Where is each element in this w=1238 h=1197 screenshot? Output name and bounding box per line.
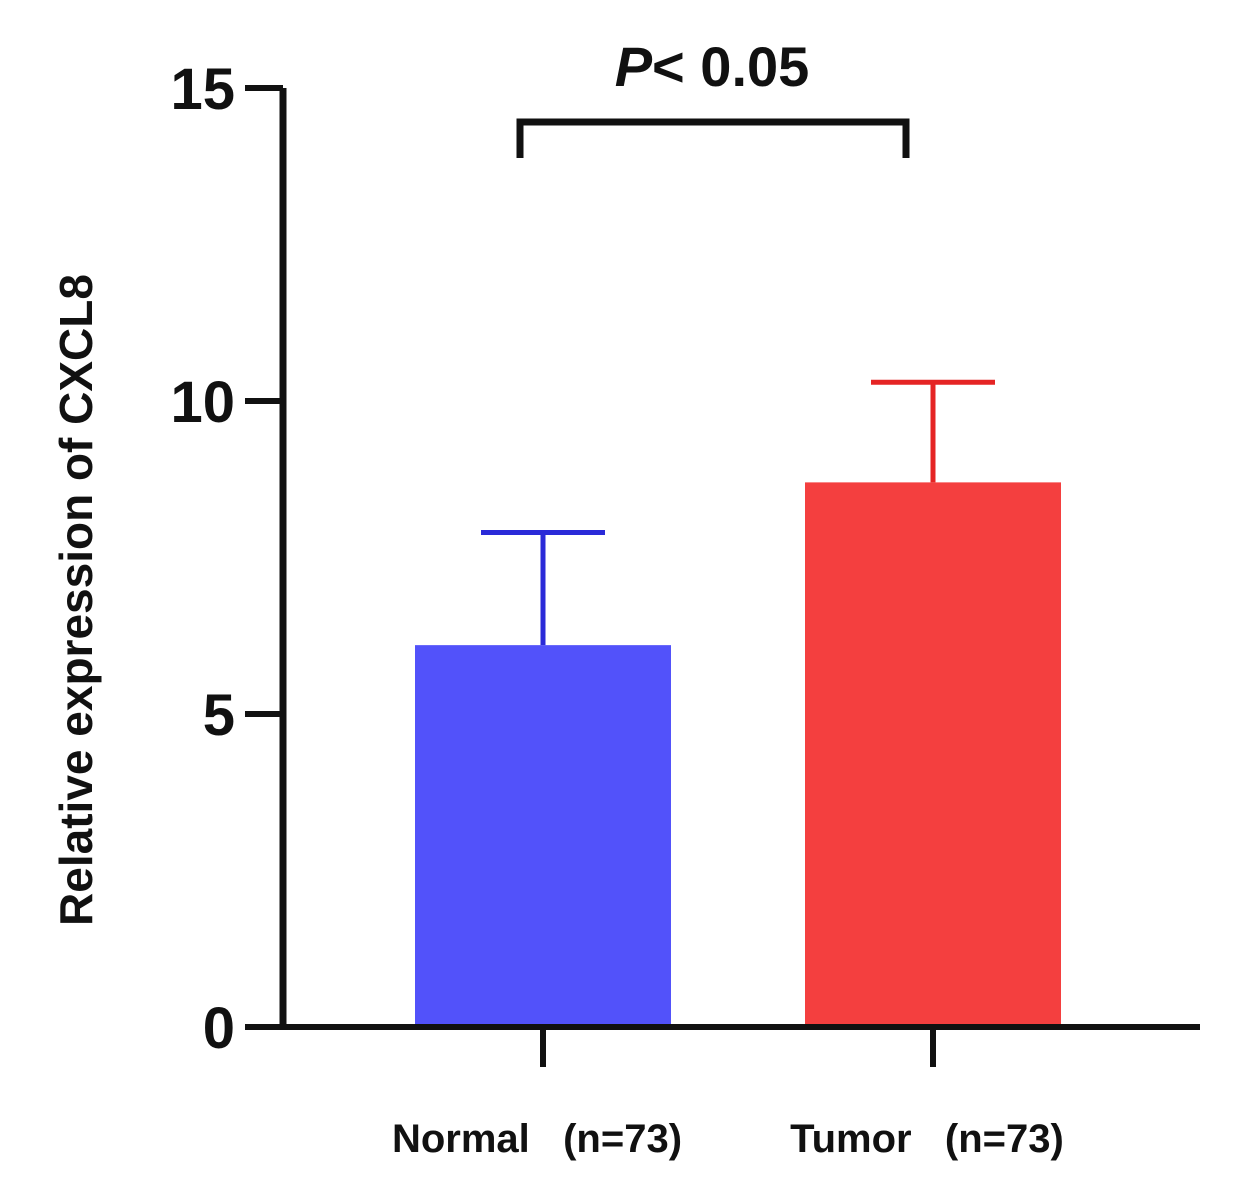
bars-layer [415,379,1061,1027]
x-tick-label-normal: Normal (n=73) [392,1117,682,1161]
bar-normal [415,645,671,1027]
y-tick-label-0: 0 [203,996,235,1061]
x-tick-label-tumor: Tumor (n=73) [790,1117,1064,1161]
significance-bracket [516,118,910,158]
y-axis-title: Relative expression of CXCL8 [50,274,102,926]
labels-layer: 0 5 10 15 Normal (n=73) Tumor (n=73) Relative … [50,57,1064,1161]
significance-annotation: P< 0.05 [516,35,910,158]
y-tick-label-15: 15 [170,57,235,122]
y-tick-label-5: 5 [203,683,235,748]
p-symbol: P [615,35,653,98]
bar-tumor [805,482,1061,1027]
p-value-label: P< 0.05 [615,35,810,98]
y-tick-label-10: 10 [170,370,235,435]
p-threshold: < 0.05 [652,35,809,98]
axes-layer [245,85,1200,1067]
